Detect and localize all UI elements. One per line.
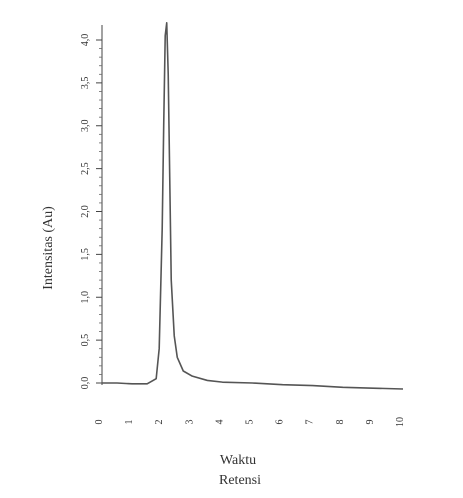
x-tick-label: 5 <box>245 420 256 425</box>
series-line <box>102 22 404 390</box>
x-axis-title-line-1: Waktu <box>220 453 256 468</box>
x-tick-label: 0 <box>94 420 105 425</box>
y-tick-label: 1,0 <box>80 291 91 304</box>
x-tick-label: 4 <box>214 420 225 425</box>
y-tick-label: 4,0 <box>80 34 91 47</box>
x-tick-label: 9 <box>365 420 376 425</box>
y-tick-label: 3,5 <box>80 77 91 90</box>
x-tick-label: 1 <box>124 420 135 425</box>
x-axis-title-line-2: Retensi <box>219 473 261 488</box>
y-tick-label: 3,0 <box>80 120 91 133</box>
y-tick-label: 0,0 <box>80 377 91 390</box>
x-tick-label: 8 <box>335 420 346 425</box>
x-tick-label: 6 <box>275 420 286 425</box>
y-axis-title: Intensitas (Au) <box>41 206 56 290</box>
x-tick-label: 7 <box>305 420 316 425</box>
y-tick-label: 2,0 <box>80 205 91 218</box>
plot-area <box>101 22 404 390</box>
x-axis-ticks: 0 1 2 3 4 5 6 7 8 9 10 <box>94 417 406 427</box>
y-tick-label: 0,5 <box>80 334 91 347</box>
y-axis-ticks: 0,0 0,5 1,0 1,5 2,0 2,5 3,0 3,5 4,0 <box>80 34 102 390</box>
x-tick-label: 2 <box>154 420 165 425</box>
x-tick-label: 10 <box>395 417 406 427</box>
y-tick-label: 1,5 <box>80 248 91 261</box>
x-tick-label: 3 <box>184 420 195 425</box>
y-tick-label: 2,5 <box>80 162 91 175</box>
